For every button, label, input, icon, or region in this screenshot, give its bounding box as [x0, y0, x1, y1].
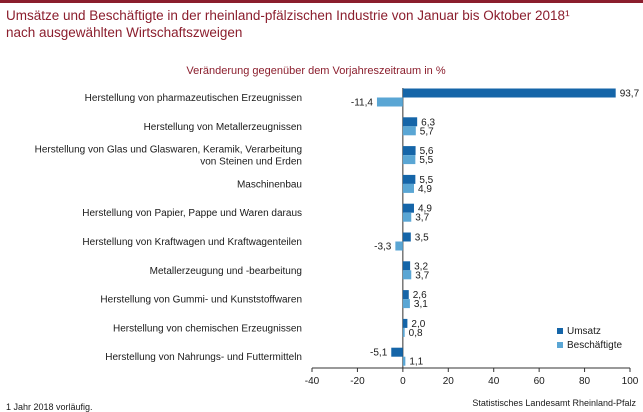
data-label: -11,4	[351, 98, 373, 109]
legend-label: Beschäftigte	[567, 340, 622, 351]
data-label: -3,3	[374, 242, 392, 253]
category-label: Herstellung von Glas und Glaswaren, Kera…	[35, 145, 302, 156]
bar-beschaeftigte	[402, 270, 412, 280]
category-label: Herstellung von pharmazeutischen Erzeugn…	[85, 93, 302, 104]
bar-umsatz	[402, 117, 418, 127]
x-tick-label: 40	[488, 376, 500, 387]
bar-umsatz	[402, 174, 416, 184]
x-tick-label: -40	[305, 376, 320, 387]
bar-umsatz	[402, 232, 411, 242]
data-label: -5,1	[370, 348, 388, 359]
category-label: Herstellung von Papier, Pappe und Waren …	[82, 208, 302, 219]
data-label: 2,0	[411, 319, 425, 330]
category-label: Herstellung von Kraftwagen und Kraftwage…	[82, 237, 302, 248]
bar-beschaeftigte	[376, 97, 403, 107]
bar-umsatz	[402, 261, 411, 271]
bar-beschaeftigte	[402, 126, 416, 136]
page-title-line-1: Umsätze und Beschäftigte in der rheinlan…	[6, 8, 570, 23]
data-label: 4,9	[418, 184, 432, 195]
data-label: 5,7	[420, 126, 434, 137]
category-label: Herstellung von Nahrungs- und Futtermitt…	[105, 352, 302, 363]
title-rule	[0, 0, 643, 3]
bar-umsatz	[402, 146, 416, 156]
data-label: 1,1	[409, 357, 423, 368]
chart-legend: Umsatz Beschäftigte	[557, 326, 622, 351]
bar-umsatz	[391, 347, 403, 357]
data-label: 5,6	[420, 146, 434, 157]
category-label: Herstellung von chemischen Erzeugnissen	[113, 323, 302, 334]
bar-beschaeftigte	[395, 241, 403, 251]
legend-swatch	[557, 328, 563, 334]
data-label: 2,6	[413, 290, 427, 301]
category-label: Maschinenbau	[237, 179, 302, 190]
data-label: 0,8	[409, 328, 423, 339]
bar-beschaeftigte	[402, 155, 416, 165]
chart-subtitle: Veränderung gegenüber dem Vorjahreszeitr…	[186, 65, 445, 77]
data-label: 6,3	[421, 117, 435, 128]
data-label: 3,1	[414, 299, 428, 310]
data-label: 93,7	[620, 89, 640, 100]
data-label: 4,9	[418, 204, 432, 215]
x-tick-label: 80	[579, 376, 591, 387]
bar-umsatz	[402, 290, 409, 300]
x-tick-label: 0	[400, 376, 406, 387]
bar-beschaeftigte	[402, 356, 406, 366]
bar-beschaeftigte	[402, 212, 412, 222]
x-tick-label: 100	[622, 376, 639, 387]
x-tick-label: -20	[350, 376, 365, 387]
category-label: Herstellung von Gummi- und Kunststoffwar…	[100, 295, 302, 306]
data-label: 3,5	[415, 233, 429, 244]
x-tick-label: 20	[443, 376, 455, 387]
bar-beschaeftigte	[402, 299, 410, 309]
category-label: Metallerzeugung und -bearbeitung	[150, 266, 302, 277]
bar-umsatz	[402, 203, 414, 213]
footnote: 1 Jahr 2018 vorläufig.	[6, 402, 93, 412]
source-note: Statistisches Landesamt Rheinland-Pfalz	[472, 398, 636, 408]
legend-swatch	[557, 342, 563, 348]
category-label: Herstellung von Metallerzeugnissen	[144, 122, 302, 133]
legend-label: Umsatz	[567, 326, 601, 337]
data-label: 5,5	[419, 175, 433, 186]
category-label: von Steinen und Erden	[200, 157, 302, 168]
data-label: 3,2	[414, 261, 428, 272]
x-tick-label: 60	[534, 376, 546, 387]
data-label: 5,5	[419, 155, 433, 166]
data-label: 3,7	[415, 270, 429, 281]
bar-umsatz	[402, 318, 408, 328]
page-title-line-2: nach ausgewählten Wirtschaftszweigen	[6, 25, 243, 40]
bar-beschaeftigte	[402, 327, 405, 337]
bar-umsatz	[402, 88, 616, 98]
bar-beschaeftigte	[402, 183, 414, 193]
data-label: 3,7	[415, 213, 429, 224]
